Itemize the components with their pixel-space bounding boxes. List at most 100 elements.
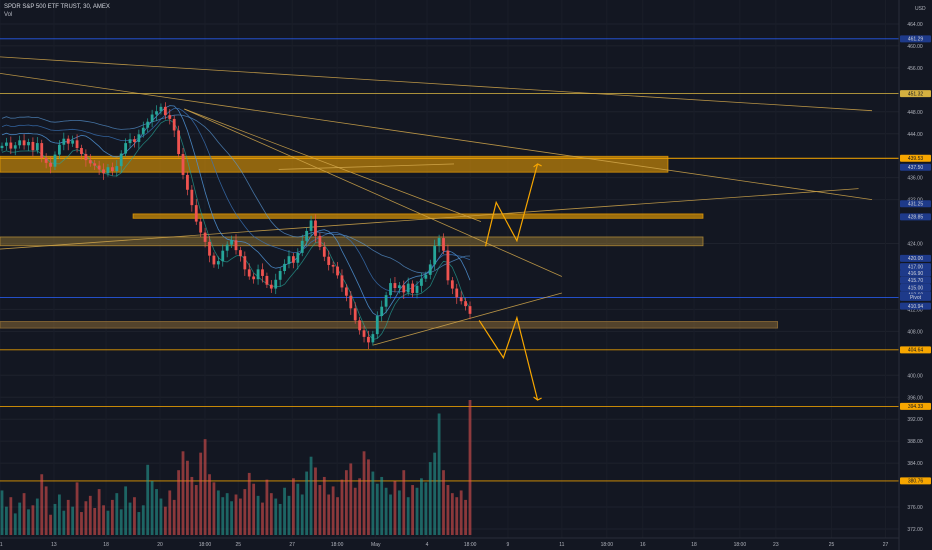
- volume-bar: [261, 502, 264, 535]
- volume-bar: [300, 494, 304, 535]
- volume-bar: [102, 505, 105, 535]
- volume-bar: [0, 490, 4, 535]
- symbol-title: SPDR S&P 500 ETF TRUST, 30, AMEX: [4, 4, 110, 10]
- volume-bar: [428, 462, 432, 535]
- volume-bar: [18, 502, 22, 535]
- candle-body: [287, 256, 291, 264]
- candle-body: [137, 134, 141, 142]
- volume-bar: [367, 459, 370, 535]
- volume-bar: [371, 471, 375, 535]
- price-tick-label: 460.00: [907, 44, 923, 50]
- price-tag-bg: [900, 276, 931, 284]
- volume-bar: [344, 470, 348, 535]
- price-tag-label: Pivot: [910, 295, 922, 301]
- candle-body: [291, 256, 295, 263]
- volume-bar: [106, 510, 110, 535]
- volume-bar: [274, 498, 278, 535]
- candle-body: [327, 256, 331, 265]
- candle-body: [177, 130, 181, 155]
- volume-bar: [159, 498, 163, 535]
- candle-body: [221, 250, 225, 262]
- volume-bar: [137, 512, 141, 535]
- price-tick-label: 448.00: [907, 110, 923, 116]
- volume-bar: [133, 497, 136, 535]
- volume-bar: [402, 470, 406, 535]
- candle-body: [199, 221, 203, 233]
- volume-bar: [265, 479, 269, 535]
- price-tag-label: 437.50: [908, 165, 924, 171]
- candle-body: [278, 271, 282, 280]
- price-tag-label: 415.00: [908, 285, 924, 291]
- volume-bar: [119, 509, 123, 535]
- candle-body: [446, 250, 450, 281]
- price-zone: [0, 155, 669, 173]
- volume-bar: [415, 487, 419, 535]
- volume-bar: [44, 486, 48, 535]
- trend-line: [184, 108, 563, 277]
- candle-body: [384, 295, 388, 307]
- time-tick-label: 13: [51, 542, 57, 548]
- trend-line: [0, 188, 859, 250]
- candle-body: [168, 115, 172, 119]
- volume-bar: [411, 485, 415, 535]
- price-tag-bg: [900, 213, 931, 221]
- volume-bar: [309, 456, 313, 535]
- volume-bar: [9, 497, 13, 535]
- candle-body: [9, 142, 13, 149]
- time-tick-label: 25: [235, 542, 241, 548]
- volume-bar: [389, 494, 392, 535]
- time-axis[interactable]: 11 13 18 20 18:00 25 27 18:00 May 4 18:00 9 11 18:00 1…: [0, 537, 899, 548]
- time-tick-label: 27: [883, 542, 889, 548]
- candle-body: [119, 153, 123, 167]
- candle-body: [336, 266, 339, 276]
- candle-body: [309, 220, 313, 231]
- candle-body: [71, 140, 75, 144]
- candle-body: [331, 264, 335, 267]
- volume-bar: [71, 506, 75, 535]
- candle-body: [13, 145, 17, 149]
- volume-bar: [31, 505, 35, 535]
- time-tick-label: 16: [640, 542, 646, 548]
- candle-body: [371, 334, 375, 343]
- price-tag-label: 428.85: [908, 215, 924, 221]
- price-tick-label: 396.00: [907, 395, 923, 401]
- price-axis[interactable]: USD 464.00 460.00 456.00 448.00 444.00 436.00…: [898, 0, 932, 550]
- volume-bar: [194, 485, 198, 535]
- candle-body: [424, 274, 428, 279]
- candles: [0, 102, 472, 349]
- volume-bar: [375, 483, 379, 535]
- candle-body: [115, 166, 119, 172]
- candle-body: [406, 283, 410, 293]
- volume-bar: [406, 497, 410, 535]
- volume-bar: [397, 490, 401, 535]
- time-tick-label: 20: [157, 542, 163, 548]
- candle-body: [53, 154, 57, 167]
- candle-body: [93, 163, 97, 166]
- volume-bar: [155, 489, 158, 535]
- forecast-path-up: [484, 163, 539, 247]
- volume-bar: [437, 413, 441, 535]
- candle-body: [146, 121, 150, 128]
- time-tick-label: 23: [773, 542, 779, 548]
- volume-bar: [115, 493, 119, 535]
- trend-line: [278, 163, 455, 170]
- candle-body: [0, 145, 4, 149]
- volume-bar: [269, 493, 273, 535]
- volume-bar: [221, 497, 225, 535]
- volume-bar: [35, 498, 39, 535]
- price-tag-bg: [900, 269, 931, 277]
- volume-bar: [296, 483, 300, 535]
- candle-body: [283, 263, 286, 271]
- candle-body: [367, 336, 370, 343]
- candle-body: [450, 280, 454, 289]
- volume-bar: [384, 487, 388, 535]
- candle-body: [402, 285, 406, 293]
- volume-bar: [464, 499, 467, 535]
- candle-body: [358, 320, 362, 331]
- volume-bar: [349, 463, 353, 535]
- volume-bar: [128, 502, 132, 535]
- candle-body: [57, 144, 61, 155]
- candle-body: [40, 143, 44, 158]
- volume-bar: [199, 452, 203, 535]
